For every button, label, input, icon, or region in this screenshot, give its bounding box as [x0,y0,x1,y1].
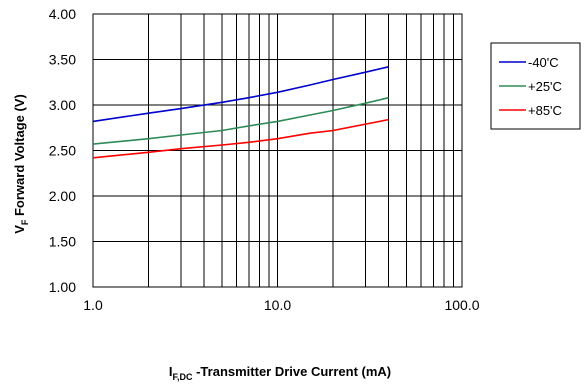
series-line [92,96,389,145]
y-tick-label: 1.00 [49,279,76,295]
y-tick-label: 2.00 [49,188,76,204]
legend-label: +85'C [528,103,562,118]
x-tick-label: 10.0 [264,297,291,313]
series-line [92,118,389,159]
tick-labels: 1.00 1.50 2.00 2.50 3.00 3.50 4.00 1.0 10.0 100.0 [49,6,480,313]
legend-label: +25'C [528,79,562,94]
series-line [92,66,389,123]
plot-frame [92,13,463,288]
x-axis-title: IF,DC -Transmitter Drive Current (mA) [169,364,391,382]
x-tick-label: 1.0 [83,297,103,313]
y-axis-title: VF Forward Voltage (V) [12,94,30,234]
y-tick-label: 2.50 [49,143,76,159]
y-tick-label: 1.50 [49,234,76,250]
y-tick-label: 3.00 [49,97,76,113]
grid-lines [92,13,463,288]
series-lines [92,66,389,159]
x-tick-label: 100.0 [444,297,479,313]
y-tick-label: 3.50 [49,52,76,68]
legend-label: -40'C [528,55,559,70]
y-tick-label: 4.00 [49,6,76,22]
legend: -40'C +25'C +85'C [490,42,581,130]
